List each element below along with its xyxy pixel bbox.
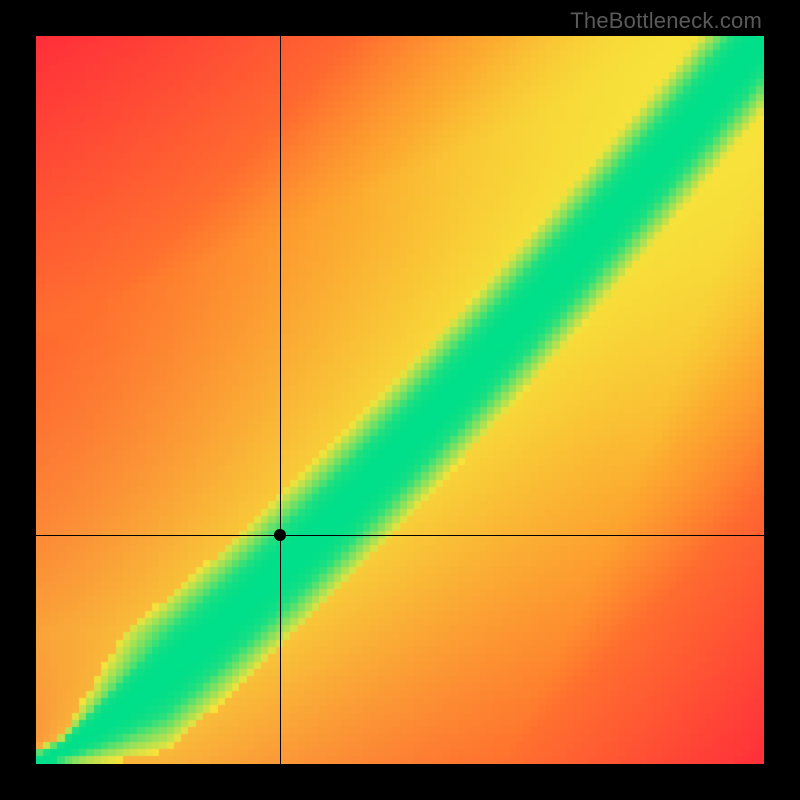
plot-area: [36, 36, 764, 764]
selection-marker: [274, 529, 286, 541]
watermark-text: TheBottleneck.com: [570, 8, 762, 34]
crosshair-horizontal: [36, 535, 764, 536]
bottleneck-heatmap: [36, 36, 764, 764]
crosshair-vertical: [280, 36, 281, 764]
